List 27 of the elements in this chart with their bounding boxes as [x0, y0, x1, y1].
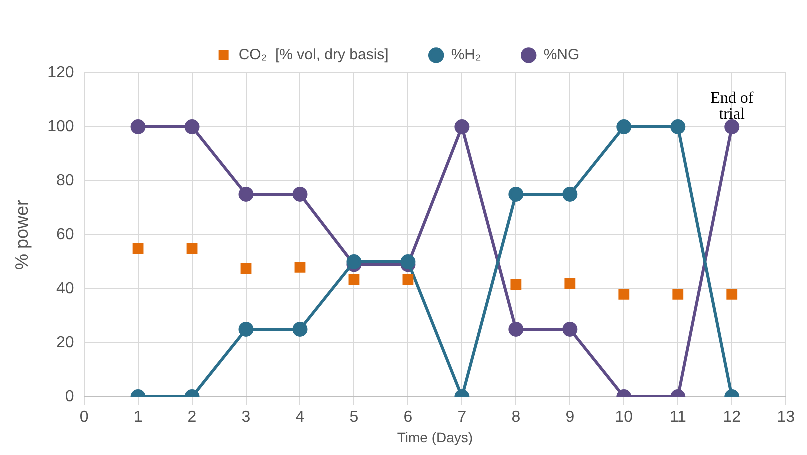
legend-label: CO₂ [% vol, dry basis] — [238, 46, 389, 64]
x-tick-label: 0 — [80, 409, 89, 426]
x-tick-label: 7 — [458, 409, 467, 426]
x-tick-label: 8 — [512, 409, 521, 426]
x-tick-label: 6 — [404, 409, 413, 426]
y-tick-label: 60 — [56, 226, 74, 244]
x-tick-label: 11 — [670, 409, 687, 426]
x-tick-label: 10 — [615, 409, 634, 426]
legend-label: %NG — [544, 46, 580, 64]
legend-label: %H₂ — [451, 46, 482, 64]
y-axis-title: % power — [12, 200, 32, 270]
annotation: End of trial — [710, 90, 754, 124]
y-tick-label: 80 — [56, 172, 74, 190]
x-tick-label: 5 — [350, 409, 359, 426]
y-tick-label: 100 — [48, 118, 74, 136]
y-tick-label: 0 — [65, 388, 74, 406]
y-tick-label: 120 — [48, 64, 74, 82]
x-axis-title: Time (Days) — [397, 429, 474, 446]
x-tick-label: 2 — [188, 409, 197, 426]
x-tick-label: 4 — [296, 409, 305, 426]
x-tick-label: 3 — [242, 409, 251, 426]
x-tick-label: 9 — [566, 409, 575, 426]
y-tick-label: 40 — [56, 280, 74, 298]
y-tick-label: 20 — [56, 334, 74, 352]
x-tick-label: 1 — [134, 409, 143, 426]
x-tick-label: 13 — [777, 409, 796, 426]
x-tick-label: 12 — [723, 409, 742, 426]
